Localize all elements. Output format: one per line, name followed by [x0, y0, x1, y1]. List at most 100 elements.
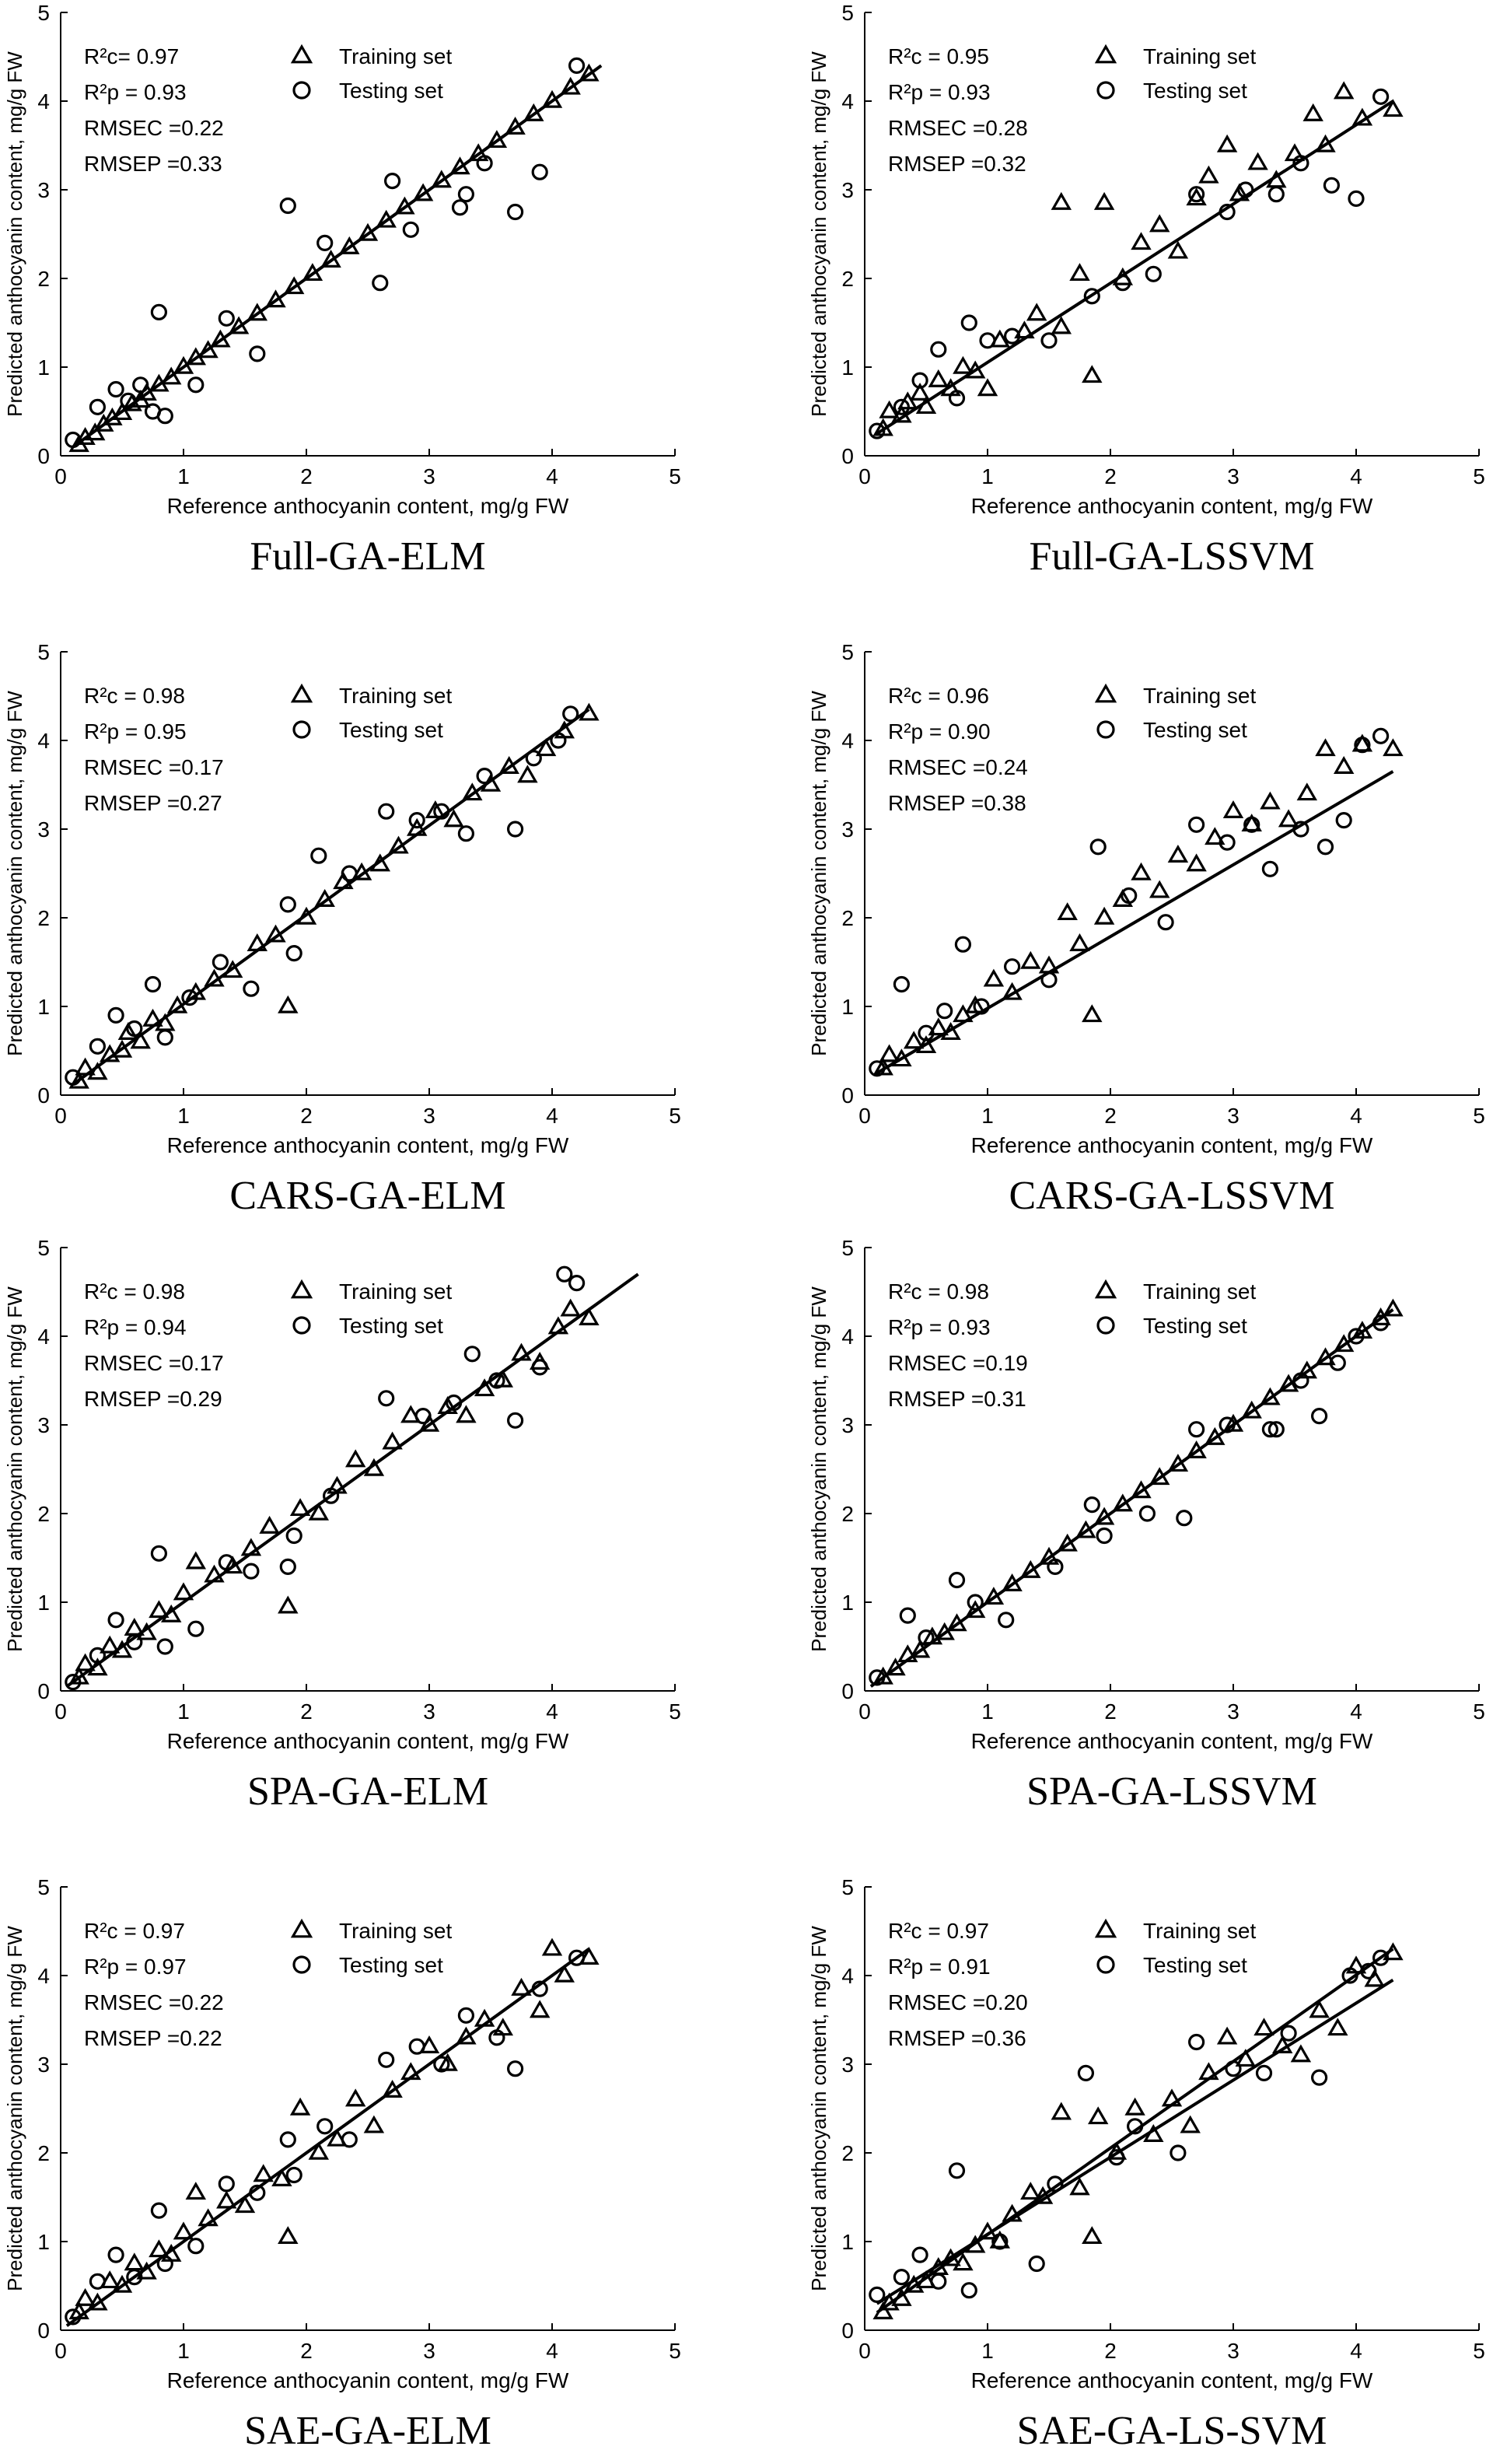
testing-point	[341, 865, 358, 882]
legend-training-label: Training set	[1143, 684, 1256, 708]
training-point	[1235, 2049, 1257, 2067]
y-tick-label: 4	[841, 729, 854, 753]
training-point	[363, 1458, 385, 1476]
training-point	[872, 1057, 893, 1076]
testing-point	[156, 408, 173, 425]
training-point	[1020, 950, 1041, 969]
y-tick-label: 1	[37, 995, 50, 1019]
x-tick-label: 4	[546, 1104, 558, 1128]
testing-point	[1089, 838, 1107, 856]
y-tick-label: 1	[841, 1591, 854, 1615]
y-tick-label: 4	[841, 89, 854, 114]
training-point	[259, 1515, 280, 1534]
training-point	[891, 404, 912, 423]
x-tick-label: 2	[1104, 2339, 1117, 2363]
training-point	[1315, 1347, 1336, 1366]
training-point	[1260, 791, 1281, 810]
training-point	[431, 170, 453, 188]
training-point	[173, 355, 194, 374]
testing-point	[89, 1038, 107, 1055]
training-point	[1186, 187, 1207, 206]
training-point	[579, 1946, 600, 1965]
training-point	[1383, 1942, 1404, 1961]
y-axis-label: Predicted anthocyanin content, mg/g FW	[3, 1286, 26, 1652]
y-tick-label: 3	[37, 817, 50, 842]
training-point	[1002, 2203, 1023, 2222]
testing-point	[911, 2246, 928, 2263]
x-tick-label: 1	[981, 1699, 994, 1724]
testing-point	[1219, 1416, 1236, 1433]
testing-point	[1028, 2255, 1045, 2273]
y-tick-label: 3	[841, 1413, 854, 1437]
training-point	[320, 249, 341, 268]
testing-point	[954, 936, 972, 953]
testing-point	[107, 2246, 124, 2263]
testing-point	[1225, 2060, 1242, 2077]
y-tick-label: 0	[37, 1679, 50, 1703]
testing-point	[65, 2308, 82, 2326]
training-point	[505, 116, 526, 135]
testing-point	[1126, 2118, 1144, 2135]
training-point	[99, 2270, 121, 2289]
testing-point	[1341, 1967, 1358, 1984]
testing-point	[568, 1274, 586, 1292]
training-point	[437, 1395, 458, 1414]
testing-point	[1047, 2175, 1064, 2193]
testing-point	[433, 2056, 450, 2073]
training-point	[1180, 2115, 1201, 2133]
legend-triangle-marker	[290, 1279, 313, 1299]
training-point	[111, 2274, 133, 2293]
y-tick-label: 5	[37, 1, 50, 25]
training-point	[388, 835, 409, 854]
chart-title: CARS-GA-LSSVM	[1009, 1174, 1335, 1218]
x-tick-label: 0	[858, 464, 871, 488]
legend-circle-marker	[1096, 81, 1115, 100]
training-point	[149, 2239, 170, 2258]
x-tick-label: 2	[1104, 464, 1117, 488]
fit-line	[876, 1948, 1394, 2314]
training-point	[418, 2035, 440, 2053]
training-point	[486, 130, 508, 149]
training-point	[412, 183, 434, 201]
training-point	[1260, 1387, 1281, 1405]
x-tick-label: 2	[300, 2339, 313, 2363]
testing-point	[948, 2162, 966, 2179]
training-point	[462, 782, 483, 801]
training-point	[394, 196, 415, 215]
training-point	[1057, 902, 1078, 921]
training-point	[492, 1369, 514, 1388]
testing-point	[1255, 2064, 1273, 2081]
testing-point	[457, 2007, 475, 2024]
testing-point	[1310, 2069, 1328, 2086]
testing-point	[378, 1390, 395, 1407]
training-point	[1247, 152, 1268, 170]
y-tick-label: 2	[37, 2141, 50, 2165]
chart-title: CARS-GA-ELM	[229, 1174, 505, 1218]
x-tick-label: 0	[858, 2339, 871, 2363]
y-tick-label: 5	[37, 1236, 50, 1260]
testing-point	[525, 750, 542, 767]
chart-panel: 0 1 2 3 4 5 0 1 2 3 4 5 Reference anthocyanin conten…	[3, 640, 681, 1218]
training-point	[363, 2115, 385, 2133]
training-point	[449, 156, 470, 175]
training-point	[198, 2208, 219, 2227]
testing-point	[893, 398, 911, 415]
testing-point	[107, 380, 124, 398]
testing-point	[960, 314, 977, 331]
training-point	[1093, 191, 1115, 210]
testing-point	[1003, 958, 1021, 975]
testing-point	[918, 1629, 935, 1647]
y-tick-label: 2	[841, 267, 854, 291]
testing-point	[126, 2269, 143, 2286]
training-point	[204, 968, 225, 987]
r2p-stat: R²p = 0.93	[84, 80, 187, 104]
training-point	[934, 1622, 955, 1640]
testing-point	[316, 234, 334, 251]
y-tick-label: 0	[841, 2319, 854, 2343]
training-point	[87, 1062, 108, 1080]
training-point	[1296, 782, 1318, 801]
rmsep-stat: RMSEP =0.33	[84, 152, 222, 176]
x-tick-label: 5	[1473, 464, 1485, 488]
x-tick-label: 5	[669, 464, 681, 488]
x-tick-label: 4	[546, 464, 558, 488]
